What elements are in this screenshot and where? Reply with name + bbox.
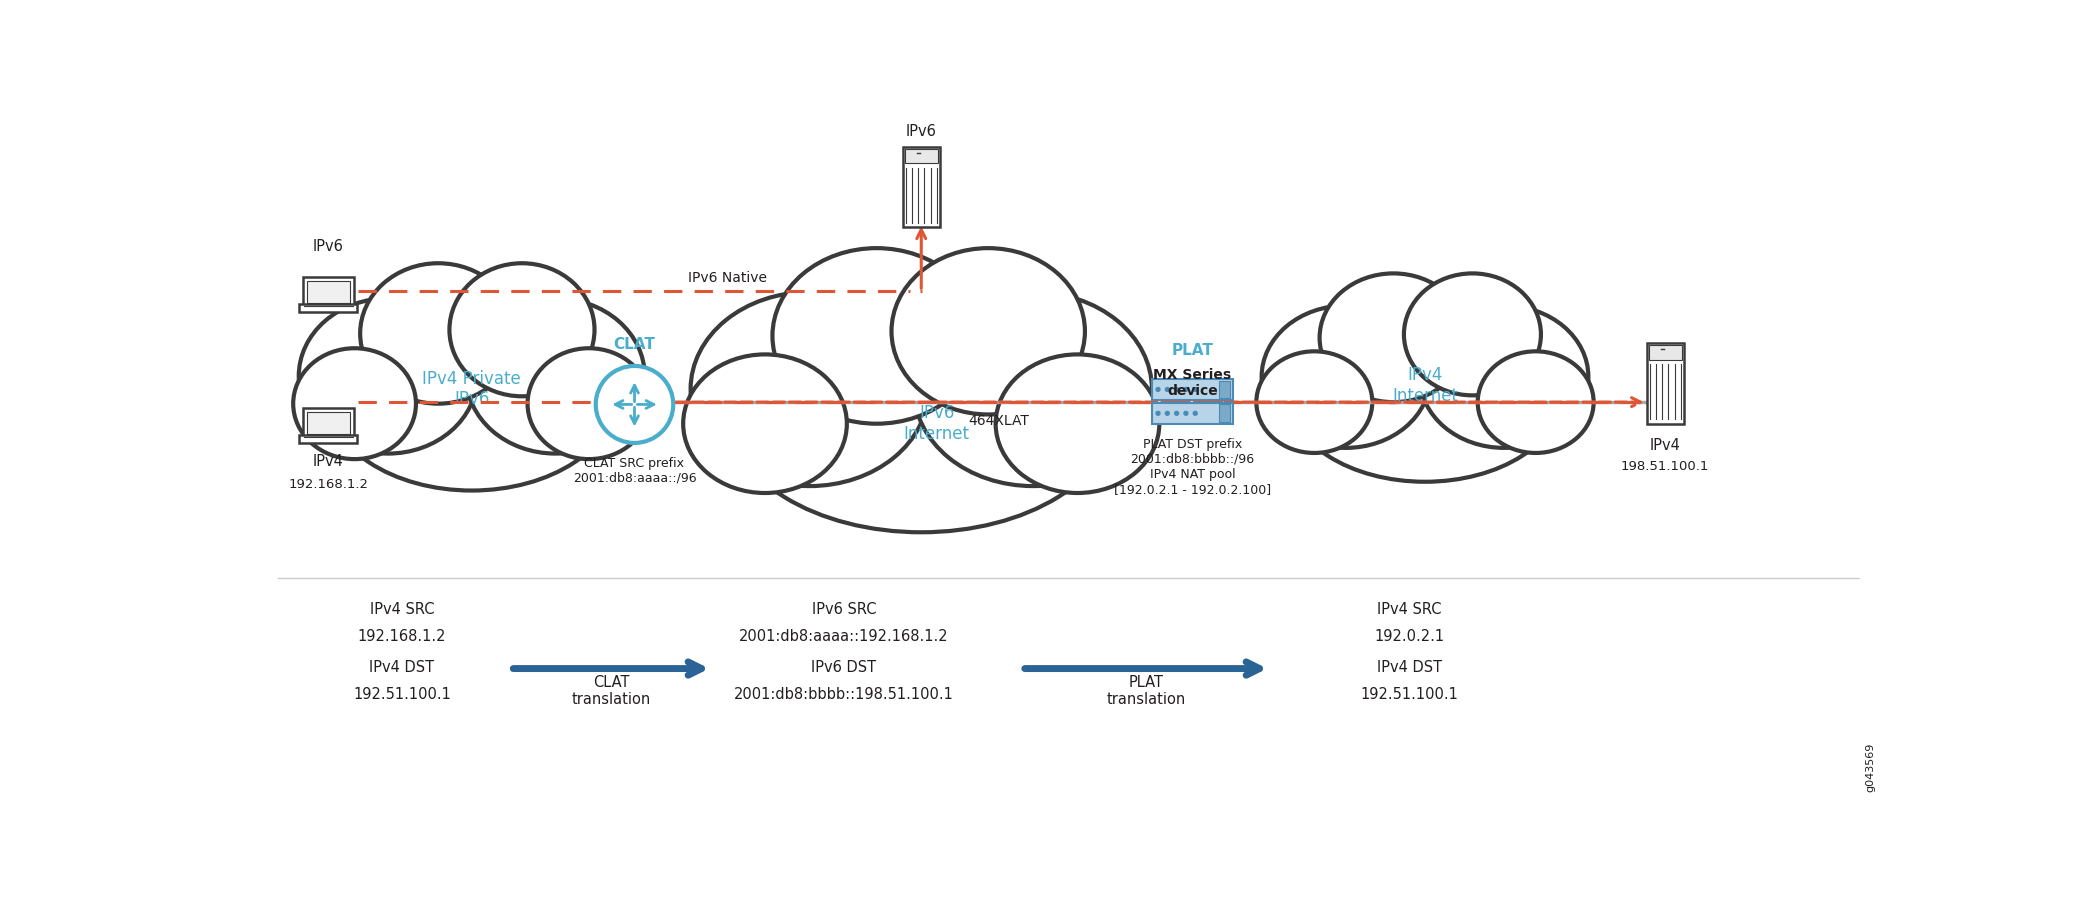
- Text: IPv4: IPv4: [313, 454, 344, 470]
- FancyBboxPatch shape: [1220, 381, 1231, 399]
- FancyBboxPatch shape: [905, 148, 937, 164]
- Circle shape: [1193, 388, 1197, 392]
- Text: IPv6 Native: IPv6 Native: [689, 271, 766, 285]
- Ellipse shape: [691, 292, 928, 486]
- Text: IPv6 DST: IPv6 DST: [811, 660, 876, 675]
- Ellipse shape: [298, 298, 477, 454]
- Circle shape: [1157, 411, 1159, 415]
- Text: PLAT DST prefix
2001:db8:bbbb::/96
IPv4 NAT pool
[192.0.2.1 - 192.0.2.100]: PLAT DST prefix 2001:db8:bbbb::/96 IPv4 …: [1113, 437, 1270, 496]
- FancyBboxPatch shape: [300, 436, 357, 443]
- Text: IPv6 SRC: IPv6 SRC: [811, 602, 876, 617]
- Text: IPv4 Private
IPv6: IPv4 Private IPv6: [422, 370, 521, 409]
- FancyBboxPatch shape: [1220, 404, 1231, 422]
- Ellipse shape: [1262, 306, 1430, 448]
- Text: IPv4 DST: IPv4 DST: [1378, 660, 1443, 675]
- Ellipse shape: [729, 292, 1115, 532]
- FancyBboxPatch shape: [903, 147, 941, 228]
- Circle shape: [1166, 388, 1170, 392]
- Circle shape: [1193, 411, 1197, 415]
- Text: 464XLAT: 464XLAT: [968, 414, 1029, 427]
- Text: 198.51.100.1: 198.51.100.1: [1621, 460, 1709, 473]
- Ellipse shape: [527, 348, 651, 459]
- Ellipse shape: [1405, 274, 1541, 395]
- Circle shape: [1174, 411, 1178, 415]
- Circle shape: [596, 366, 674, 443]
- Text: CLAT SRC prefix
2001:db8:aaaa::/96: CLAT SRC prefix 2001:db8:aaaa::/96: [573, 457, 697, 485]
- FancyBboxPatch shape: [302, 409, 355, 437]
- Text: 2001:db8:aaaa::192.168.1.2: 2001:db8:aaaa::192.168.1.2: [739, 629, 949, 644]
- Text: PLAT: PLAT: [1172, 343, 1214, 358]
- Text: 192.168.1.2: 192.168.1.2: [288, 478, 368, 491]
- Ellipse shape: [1319, 274, 1468, 402]
- FancyBboxPatch shape: [307, 281, 351, 303]
- Text: IPv4 DST: IPv4 DST: [370, 660, 435, 675]
- Ellipse shape: [1256, 351, 1371, 453]
- Text: IPv6: IPv6: [905, 124, 937, 139]
- Circle shape: [1184, 388, 1189, 392]
- FancyBboxPatch shape: [1646, 343, 1684, 424]
- Ellipse shape: [892, 248, 1086, 415]
- Circle shape: [1166, 411, 1170, 415]
- Text: 192.51.100.1: 192.51.100.1: [353, 687, 452, 702]
- FancyBboxPatch shape: [302, 277, 355, 307]
- Ellipse shape: [294, 348, 416, 459]
- Text: 192.51.100.1: 192.51.100.1: [1361, 687, 1457, 702]
- Text: IPv4 SRC: IPv4 SRC: [1378, 602, 1443, 617]
- Ellipse shape: [1420, 306, 1588, 448]
- Ellipse shape: [361, 263, 517, 404]
- Ellipse shape: [1478, 351, 1594, 453]
- FancyBboxPatch shape: [1151, 379, 1233, 400]
- Text: CLAT: CLAT: [613, 338, 655, 352]
- Ellipse shape: [682, 355, 846, 493]
- Ellipse shape: [995, 355, 1159, 493]
- Text: 192.0.2.1: 192.0.2.1: [1373, 629, 1445, 644]
- Text: 2001:db8:bbbb::198.51.100.1: 2001:db8:bbbb::198.51.100.1: [733, 687, 953, 702]
- FancyBboxPatch shape: [1648, 346, 1682, 360]
- FancyBboxPatch shape: [300, 304, 357, 312]
- Text: IPv6
Internet: IPv6 Internet: [903, 404, 970, 443]
- Text: MX Series
device: MX Series device: [1153, 368, 1231, 399]
- Ellipse shape: [914, 292, 1153, 486]
- Ellipse shape: [773, 248, 981, 424]
- Text: PLAT
translation: PLAT translation: [1107, 675, 1186, 707]
- Text: g043569: g043569: [1865, 742, 1875, 792]
- Ellipse shape: [466, 298, 645, 454]
- Text: CLAT
translation: CLAT translation: [571, 675, 651, 707]
- Circle shape: [1157, 388, 1159, 392]
- Text: IPv4 SRC: IPv4 SRC: [370, 602, 435, 617]
- Ellipse shape: [449, 263, 594, 396]
- Text: 192.168.1.2: 192.168.1.2: [357, 629, 445, 644]
- FancyBboxPatch shape: [1151, 403, 1233, 424]
- Circle shape: [1184, 411, 1189, 415]
- Text: IPv4
Internet: IPv4 Internet: [1392, 365, 1457, 405]
- Text: IPv6: IPv6: [313, 239, 344, 255]
- Text: IPv4: IPv4: [1651, 437, 1680, 453]
- Ellipse shape: [1287, 306, 1562, 482]
- FancyBboxPatch shape: [307, 411, 351, 434]
- Ellipse shape: [328, 298, 617, 491]
- Circle shape: [1174, 388, 1178, 392]
